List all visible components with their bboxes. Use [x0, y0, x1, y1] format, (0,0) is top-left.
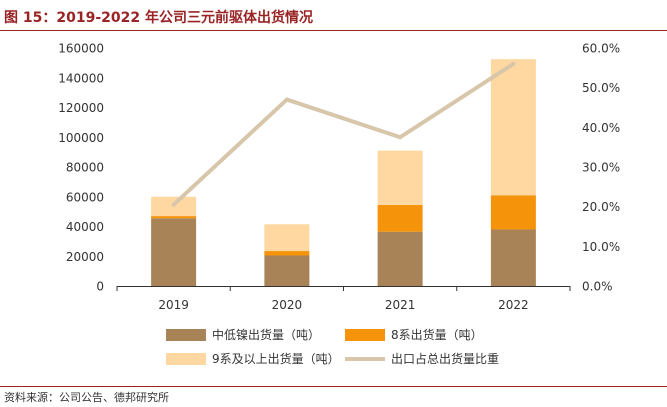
chart: 0 20000 40000 60000 80000 100000 120000 140000 1… [58, 42, 620, 367]
legend-item-export-share: 出口占总出货量比重 [391, 351, 499, 366]
left-axis-ticks: 0 20000 40000 60000 80000 100000 120000 140000 1… [58, 42, 104, 294]
bar-segment-low-nickel [490, 229, 536, 286]
figure-title: 图 15：2019-2022 年公司三元前驱体出货情况 [4, 10, 313, 26]
right-axis-ticks: 0.0% 10.0% 20.0% 30.0% 40.0% 50.0% 60.0% [582, 42, 620, 294]
bar-segment-8-series [151, 216, 197, 219]
left-axis-tick-label: 100000 [58, 131, 104, 145]
legend-item-9-series: 9系及以上出货量（吨） [212, 351, 340, 366]
bar-segment-low-nickel [264, 255, 310, 286]
right-axis-tick-label: 0.0% [582, 280, 613, 294]
bar-segment-8-series [264, 251, 310, 256]
left-axis-tick-label: 160000 [58, 42, 104, 56]
x-axis-tick-label: 2021 [385, 298, 416, 312]
export-share-line [172, 62, 515, 207]
legend-swatch [166, 329, 206, 341]
export-share-point [511, 61, 516, 66]
right-axis-tick-label: 30.0% [582, 161, 620, 175]
bar-segment-9-series [490, 59, 536, 196]
left-axis-tick-label: 0 [96, 280, 104, 294]
footer-rule [0, 386, 667, 387]
bar-segment-8-series [490, 195, 536, 230]
right-axis-tick-label: 10.0% [582, 240, 620, 254]
left-axis-tick-label: 140000 [58, 71, 104, 85]
bar-segment-8-series [377, 204, 423, 232]
right-axis-tick-label: 40.0% [582, 121, 620, 135]
export-share-point [284, 97, 289, 102]
bar-segment-9-series [377, 150, 423, 205]
x-axis-tick-label: 2020 [272, 298, 303, 312]
right-axis-tick-label: 20.0% [582, 200, 620, 214]
x-axis-ticks: 2019 2020 2021 2022 [116, 286, 571, 312]
legend-swatch [166, 353, 206, 365]
legend-swatch [345, 329, 385, 341]
left-axis-tick-label: 120000 [58, 101, 104, 115]
export-share-point [171, 202, 176, 207]
left-axis-tick-label: 60000 [66, 190, 104, 204]
export-share-point [398, 135, 403, 140]
x-axis-tick-label: 2019 [158, 298, 189, 312]
bar-segment-low-nickel [377, 231, 423, 286]
right-axis-tick-label: 60.0% [582, 42, 620, 56]
source-note: 资料来源：公司公告、德邦研究所 [4, 391, 169, 404]
title-rule [0, 30, 667, 31]
legend: 中低镍出货量（吨） 8系出货量（吨） 9系及以上出货量（吨） 出口占总出货量比重 [166, 327, 499, 366]
bar-segment-low-nickel [151, 218, 197, 286]
bar-segment-9-series [264, 224, 310, 252]
left-axis-tick-label: 20000 [66, 250, 104, 264]
x-axis-tick-label: 2022 [498, 298, 529, 312]
bars [151, 59, 536, 286]
left-axis-tick-label: 40000 [66, 220, 104, 234]
legend-item-8-series: 8系出货量（吨） [391, 327, 483, 342]
right-axis-tick-label: 50.0% [582, 81, 620, 95]
legend-item-low-nickel: 中低镍出货量（吨） [212, 327, 320, 342]
export-share-line-layer [171, 61, 516, 207]
left-axis-tick-label: 80000 [66, 161, 104, 175]
